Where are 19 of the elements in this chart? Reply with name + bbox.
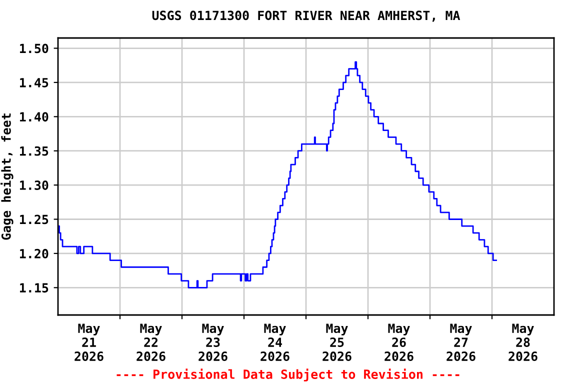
- y-tick-label: 1.25: [20, 214, 48, 224]
- x-tick-label: May 23 2026: [198, 324, 228, 362]
- y-axis-title: Gage height, feet: [0, 114, 14, 240]
- x-tick-label: May 22 2026: [136, 324, 166, 362]
- y-tick-label: 1.40: [20, 112, 48, 122]
- x-tick-label: May 24 2026: [260, 324, 290, 362]
- x-tick-label: May 27 2026: [446, 324, 476, 362]
- text: ---- Provisional Data Subject to Revision ----: [116, 368, 460, 382]
- y-tick-label: 1.20: [20, 248, 48, 258]
- y-tick-label: 1.50: [20, 44, 48, 54]
- x-tick-label: May 26 2026: [384, 324, 414, 362]
- y-tick-label: 1.15: [20, 283, 48, 293]
- y-tick-label: 1.30: [20, 180, 48, 190]
- x-tick-label: May 21 2026: [74, 324, 104, 362]
- y-tick-label: 1.45: [20, 78, 48, 88]
- x-tick-label: May 25 2026: [322, 324, 352, 362]
- chart-title: USGS 01171300 FORT RIVER NEAR AMHERST, MA: [152, 10, 460, 22]
- y-tick-label: 1.35: [20, 146, 48, 156]
- x-tick-label: May 28 2026: [508, 324, 538, 362]
